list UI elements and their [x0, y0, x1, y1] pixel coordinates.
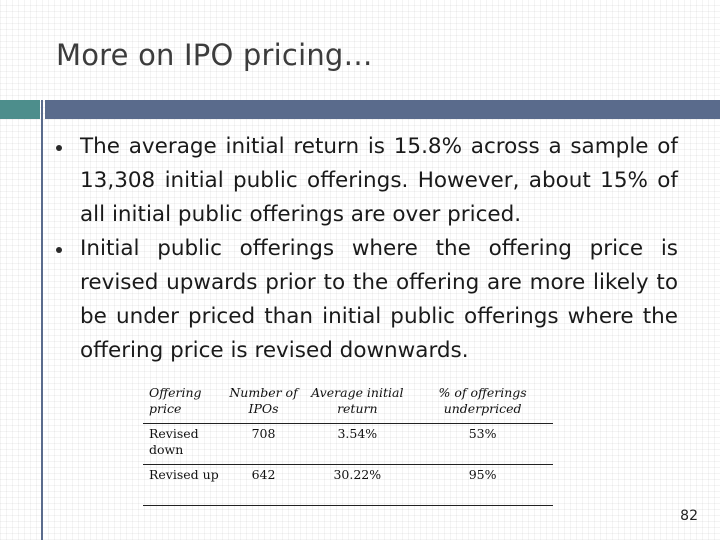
bullet-dot-icon [56, 145, 62, 151]
cell-number-of-ipos: 642 [222, 464, 303, 506]
cell-percent-underpriced: 95% [410, 464, 553, 506]
cell-average-initial-return: 30.22% [302, 464, 411, 506]
header-number-of-ipos: Number of IPOs [222, 383, 303, 424]
bullet-text: The average initial return is 15.8% acro… [80, 134, 678, 227]
header-average-initial-return: Average initial return [302, 383, 411, 424]
cell-average-initial-return: 3.54% [302, 423, 411, 465]
bullet-text: Initial public offerings where the offer… [80, 236, 678, 363]
bullet-item: The average initial return is 15.8% acro… [56, 130, 678, 232]
bullet-list: The average initial return is 15.8% acro… [56, 130, 678, 368]
header-offering-price: Offering price [143, 383, 223, 424]
ipo-pricing-table: Offering price Number of IPOs Average in… [143, 383, 553, 506]
table-header-row: Offering price Number of IPOs Average in… [143, 383, 553, 424]
table-row: Revised down 708 3.54% 53% [143, 423, 553, 465]
cell-offering-price: Revised down [143, 423, 223, 465]
title-rule-accent [0, 100, 40, 119]
cell-number-of-ipos: 708 [222, 423, 303, 465]
table-row: Revised up 642 30.22% 95% [143, 464, 553, 506]
cell-percent-underpriced: 53% [410, 423, 553, 465]
cell-offering-price: Revised up [143, 464, 223, 506]
page-number: 82 [680, 508, 698, 524]
bullet-dot-icon [56, 247, 62, 253]
header-percent-underpriced: % of offerings underpriced [410, 383, 553, 424]
slide-title: More on IPO pricing… [56, 38, 373, 72]
bullet-item: Initial public offerings where the offer… [56, 232, 678, 368]
title-rule-bar [45, 100, 720, 119]
left-vertical-rule [41, 100, 43, 540]
